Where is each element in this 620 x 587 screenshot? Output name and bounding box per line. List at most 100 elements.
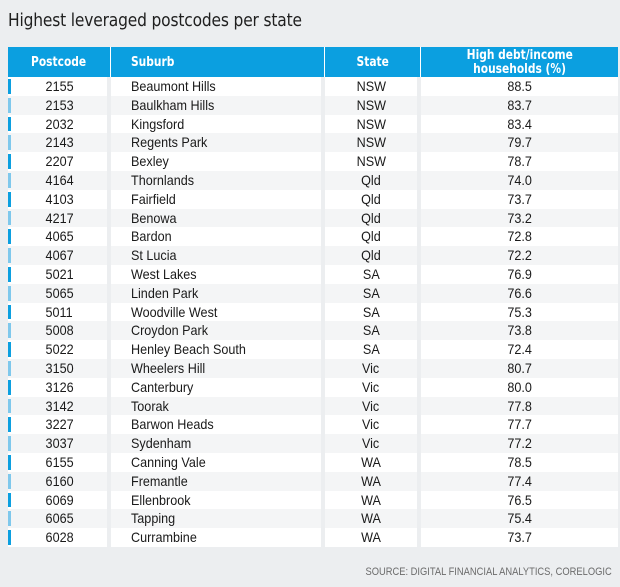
cell-postcode: 4067: [8, 246, 111, 265]
cell-value: 77.7: [421, 415, 618, 435]
cell-state: WA: [325, 509, 421, 529]
cell-value: 74.0: [421, 170, 618, 190]
table-row: 6028 Currambine WA 73.7: [8, 528, 618, 547]
cell-postcode: 2153: [8, 95, 111, 115]
cell-value: 76.9: [421, 264, 618, 284]
cell-suburb-text: Currambine: [131, 529, 197, 546]
header-value-line1: High debt/income: [466, 48, 573, 63]
cell-suburb-text: Thornlands: [131, 171, 195, 188]
cell-postcode-text: 5021: [45, 265, 74, 282]
table-row: 5021 West Lakes SA 76.9: [8, 264, 618, 284]
cell-postcode-text: 3037: [45, 435, 74, 452]
cell-state-text: SA: [362, 265, 380, 282]
cell-value: 73.8: [421, 321, 618, 341]
cell-state-text: NSW: [356, 96, 386, 113]
cell-postcode-text: 6069: [45, 491, 74, 508]
cell-postcode: 4217: [8, 208, 111, 228]
cell-value-text: 76.6: [507, 284, 532, 301]
cell-state: Vic: [325, 358, 421, 378]
cell-state: Vic: [325, 396, 421, 416]
cell-suburb: Canterbury: [111, 377, 325, 397]
row-accent-bar: [8, 229, 11, 245]
cell-suburb-text: Kingsford: [131, 115, 185, 132]
cell-value: 72.8: [421, 227, 618, 247]
cell-state-text: WA: [361, 453, 381, 470]
cell-suburb-text: Ellenbrook: [131, 491, 191, 508]
cell-suburb: Thornlands: [111, 170, 325, 190]
table-row: 3126 Canterbury Vic 80.0: [8, 377, 618, 397]
cell-state: NSW: [325, 152, 421, 171]
cell-value: 72.4: [421, 340, 618, 359]
table-row: 6069 Ellenbrook WA 76.5: [8, 490, 618, 510]
cell-value: 80.7: [421, 358, 618, 378]
row-accent-bar: [8, 379, 11, 395]
row-accent-bar: [8, 79, 11, 94]
cell-state-text: NSW: [356, 115, 386, 132]
cell-value: 77.8: [421, 396, 618, 416]
cell-value: 88.5: [421, 77, 618, 96]
table-row: 4067 St Lucia Qld 72.2: [8, 246, 618, 265]
cell-postcode: 3150: [8, 358, 111, 378]
row-accent-bar: [8, 191, 11, 207]
cell-value-text: 73.7: [507, 190, 532, 207]
cell-postcode-text: 6160: [45, 472, 74, 489]
cell-suburb: Fremantle: [111, 471, 325, 491]
cell-value-text: 77.2: [507, 435, 532, 452]
cell-suburb-text: St Lucia: [131, 247, 177, 264]
cell-state: SA: [325, 283, 421, 303]
cell-suburb: Sydenham: [111, 434, 325, 453]
cell-postcode-text: 2153: [45, 96, 74, 113]
cell-suburb: Henley Beach South: [111, 340, 325, 359]
table-row: 2032 Kingsford NSW 83.4: [8, 114, 618, 134]
row-accent-bar: [8, 248, 11, 263]
row-accent-bar: [8, 97, 11, 113]
cell-state-text: WA: [361, 472, 381, 489]
cell-postcode-text: 4103: [45, 190, 74, 207]
cell-value: 76.6: [421, 283, 618, 303]
row-accent-bar: [8, 398, 11, 414]
cell-state-text: Vic: [362, 359, 380, 376]
header-state: State: [325, 47, 421, 77]
cell-state-text: Vic: [362, 397, 380, 414]
cell-state: NSW: [325, 114, 421, 134]
cell-postcode: 5065: [8, 283, 111, 303]
cell-value-text: 73.2: [507, 209, 532, 226]
cell-suburb-text: Toorak: [131, 397, 169, 414]
cell-suburb-text: Bardon: [131, 228, 172, 245]
cell-value-text: 73.8: [507, 322, 532, 339]
table-row: 5065 Linden Park SA 76.6: [8, 283, 618, 303]
cell-postcode: 6155: [8, 452, 111, 472]
cell-value: 77.4: [421, 471, 618, 491]
row-accent-bar: [8, 360, 11, 376]
cell-state: Vic: [325, 415, 421, 435]
cell-suburb-text: Henley Beach South: [131, 341, 246, 358]
table-row: 4103 Fairfield Qld 73.7: [8, 189, 618, 209]
cell-suburb: Ellenbrook: [111, 490, 325, 510]
cell-state: Qld: [325, 246, 421, 265]
source-note: SOURCE: DIGITAL FINANCIAL ANALYTICS, COR…: [365, 566, 612, 578]
cell-value-text: 83.4: [507, 115, 532, 132]
cell-postcode-text: 4065: [45, 228, 74, 245]
cell-state-text: SA: [362, 303, 380, 320]
cell-value-text: 79.7: [507, 134, 532, 151]
cell-postcode-text: 5008: [45, 322, 74, 339]
cell-suburb: St Lucia: [111, 246, 325, 265]
row-accent-bar: [8, 454, 11, 470]
cell-value-text: 77.7: [507, 416, 532, 433]
cell-suburb-text: Beaumont Hills: [131, 78, 216, 94]
cell-postcode: 5021: [8, 264, 111, 284]
table-body: 2155 Beaumont Hills NSW 88.5 2153 Baulkham Hi…: [8, 77, 618, 547]
cell-postcode-text: 5022: [45, 341, 74, 358]
cell-state: NSW: [325, 133, 421, 153]
cell-state-text: WA: [361, 529, 381, 546]
header-value-line2: households (%): [473, 62, 566, 77]
cell-value: 76.5: [421, 490, 618, 510]
cell-postcode: 2155: [8, 77, 111, 96]
table-row: 5011 Woodville West SA 75.3: [8, 302, 618, 322]
cell-postcode-text: 2032: [45, 115, 74, 132]
cell-state: Qld: [325, 208, 421, 228]
cell-suburb: Linden Park: [111, 283, 325, 303]
cell-value: 72.2: [421, 246, 618, 265]
table-row: 2143 Regents Park NSW 79.7: [8, 133, 618, 153]
cell-state: SA: [325, 264, 421, 284]
